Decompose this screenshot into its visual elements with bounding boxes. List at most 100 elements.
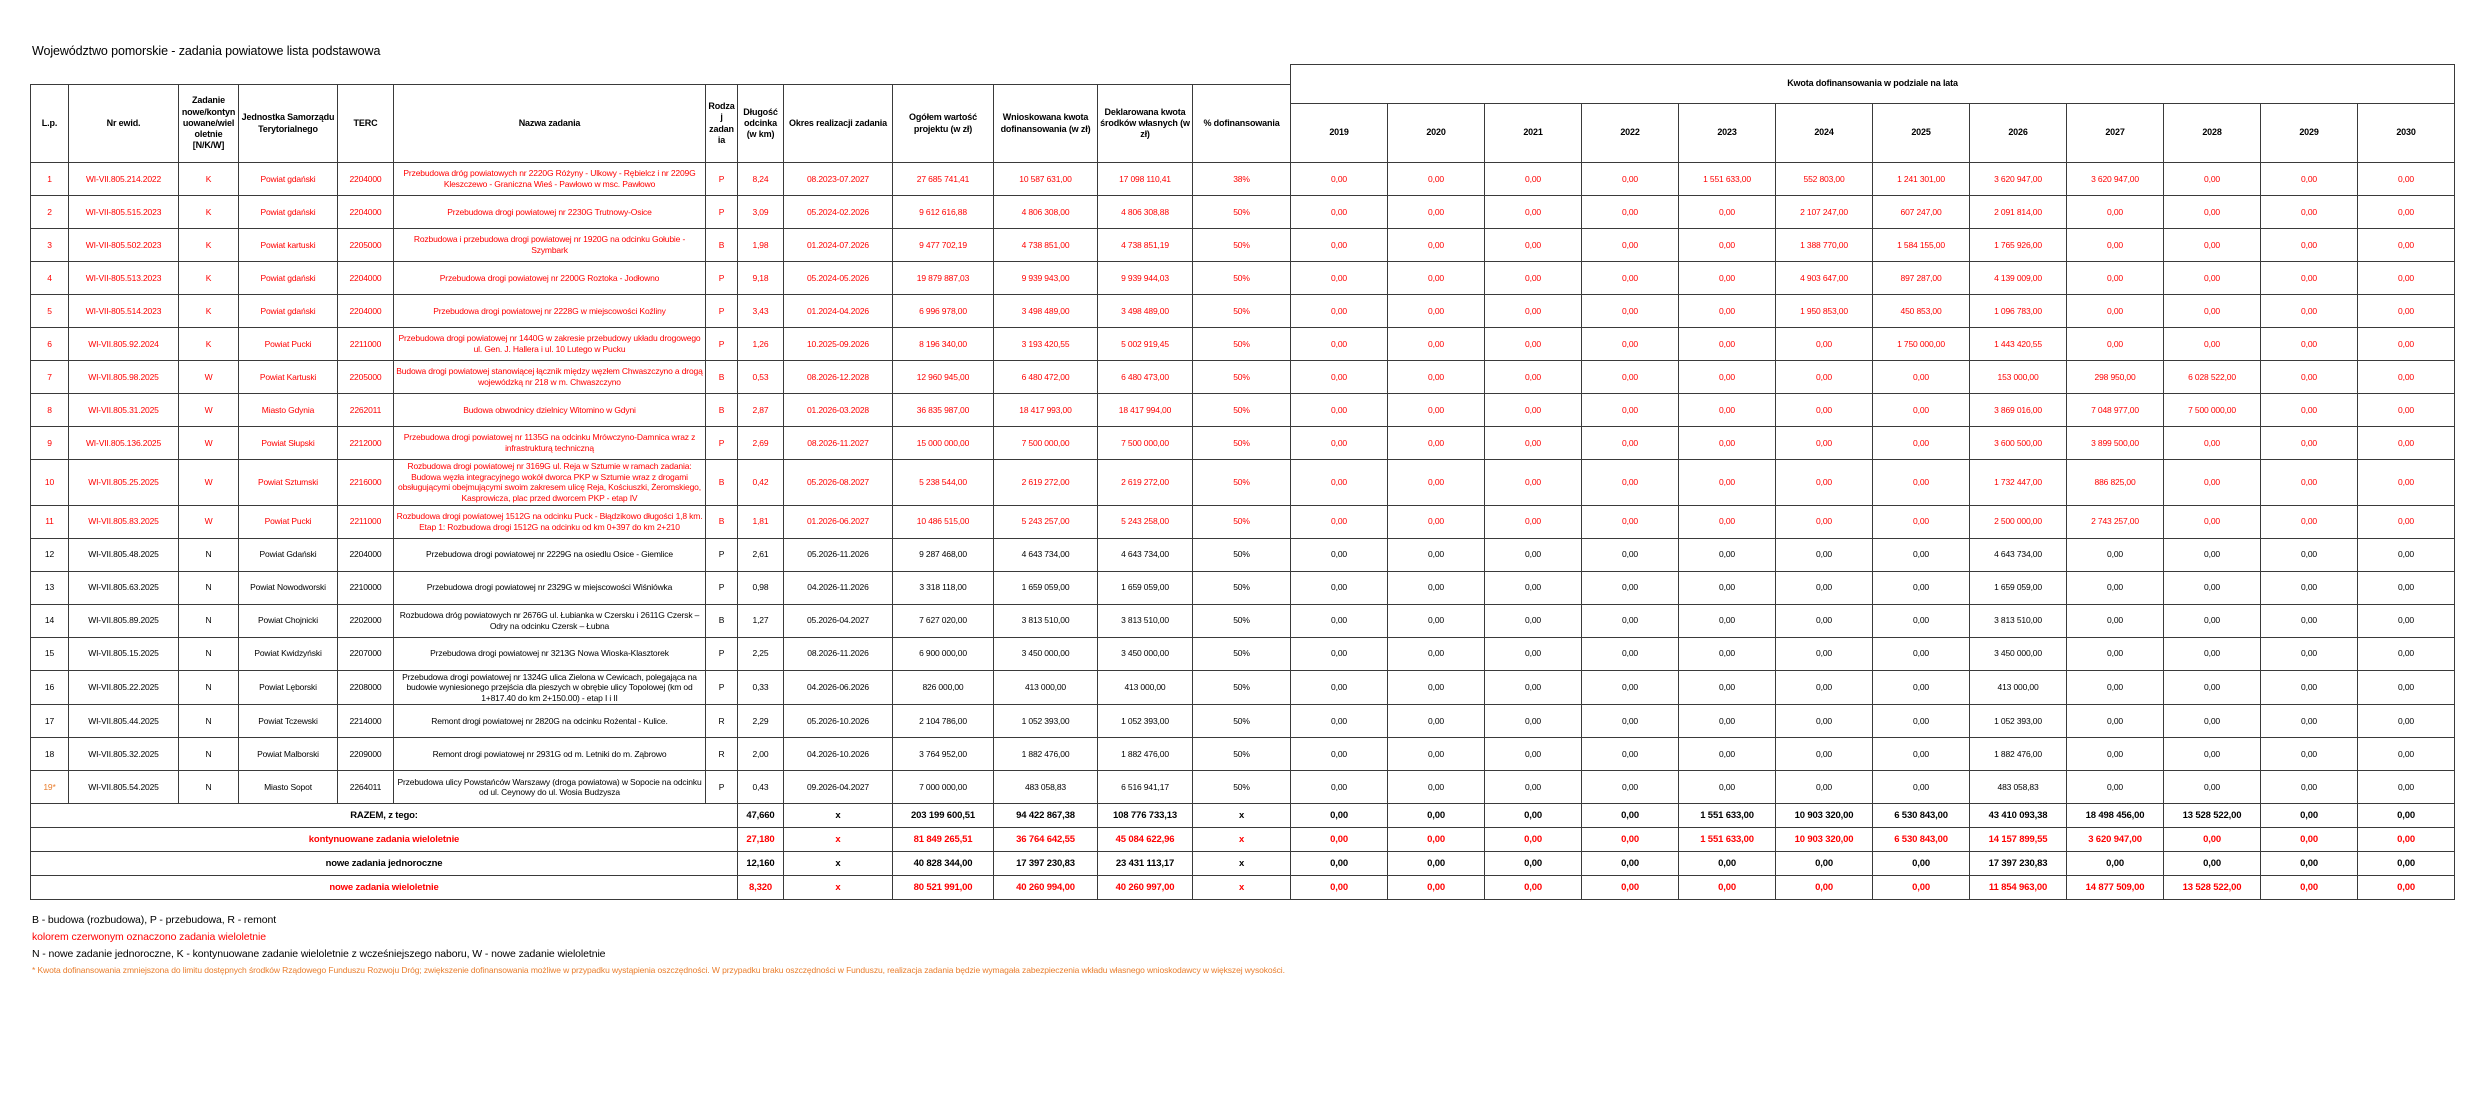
cell-nr-ewid: WI-VII.805.44.2025 [68,704,179,739]
summary-deklarowana: 45 084 622,96 [1097,827,1193,853]
summary-year-value: 17 397 230,83 [1969,851,2068,877]
cell-jst: Powiat Słupski [238,426,338,460]
cell-year-value: 0,00 [2066,704,2165,739]
cell-rodzaj-zadania: P [705,327,738,361]
cell-year-value: 0,00 [2163,426,2262,460]
cell-deklarowana: 1 882 476,00 [1097,737,1193,772]
cell-nazwa-zadania: Rozbudowa dróg powiatowych nr 2676G ul. … [393,603,706,638]
cell-year-value: 0,00 [2163,195,2262,229]
cell-year-value: 0,00 [1290,770,1389,805]
cell-ogolem: 6 900 000,00 [892,636,994,671]
cell-year-value: 0,00 [2260,162,2359,196]
cell-year-value: 0,00 [1678,459,1777,506]
cell-year-value: 0,00 [1484,228,1583,262]
cell-ogolem: 27 685 741,41 [892,162,994,196]
cell-year-value: 0,00 [1775,360,1874,394]
cell-okres: 08.2026-11.2026 [783,636,893,671]
cell-year-value: 0,00 [1678,294,1777,328]
cell-nr-ewid: WI-VII-805.513.2023 [68,261,179,295]
cell-year-value: 0,00 [1775,704,1874,739]
cell-wnioskowana: 2 619 272,00 [993,459,1098,506]
summary-year-value: 0,00 [1290,827,1389,853]
cell-terc: 2211000 [337,504,394,539]
header-year: 2028 [2163,103,2262,163]
cell-ogolem: 9 612 616,88 [892,195,994,229]
cell-nazwa-zadania: Remont drogi powiatowej nr 2820G na odci… [393,704,706,739]
cell-ogolem: 8 196 340,00 [892,327,994,361]
cell-nazwa-zadania: Przebudowa drogi powiatowej nr 1135G na … [393,426,706,460]
summary-year-value: 0,00 [2260,875,2359,901]
cell-zadanie-nkw: W [178,426,239,460]
cell-rodzaj-zadania: B [705,459,738,506]
cell-year-value: 0,00 [1484,162,1583,196]
footnotes: B - budowa (rozbudowa), P - przebudowa, … [32,914,2481,975]
cell-year-value: 0,00 [1775,570,1874,605]
cell-procent: 50% [1191,327,1292,361]
cell-year-value: 1 950 853,00 [1775,294,1874,328]
cell-year-value: 0,00 [2163,704,2262,739]
cell-year-value: 0,00 [1678,360,1777,394]
summary-year-value: 14 157 899,55 [1969,827,2068,853]
cell-nr-ewid: WI-VII.805.48.2025 [68,537,179,572]
header-nazwa-zadania: Nazwa zadania [393,84,706,163]
cell-year-value: 3 899 500,00 [2066,426,2165,460]
cell-year-value: 4 903 647,00 [1775,261,1874,295]
cell-nazwa-zadania: Przebudowa dróg powiatowych nr 2220G Róż… [393,162,706,196]
cell-deklarowana: 2 619 272,00 [1097,459,1193,506]
cell-year-value: 0,00 [1387,636,1486,671]
cell-zadanie-nkw: N [178,570,239,605]
cell-deklarowana: 1 659 059,00 [1097,570,1193,605]
cell-ogolem: 9 477 702,19 [892,228,994,262]
cell-year-value: 0,00 [1387,603,1486,638]
cell-year-value: 0,00 [1678,228,1777,262]
cell-ogolem: 6 996 978,00 [892,294,994,328]
cell-year-value: 7 500 000,00 [2163,393,2262,427]
cell-year-value: 0,00 [2066,570,2165,605]
header-year: 2029 [2260,103,2359,163]
cell-wnioskowana: 4 643 734,00 [993,537,1098,572]
cell-year-value: 0,00 [1872,360,1971,394]
cell-year-value: 0,00 [1387,737,1486,772]
cell-nazwa-zadania: Przebudowa drogi powiatowej nr 2229G na … [393,537,706,572]
cell-terc: 2205000 [337,228,394,262]
cell-deklarowana: 1 052 393,00 [1097,704,1193,739]
cell-year-value: 0,00 [1581,537,1680,572]
cell-nazwa-zadania: Przebudowa drogi powiatowej nr 2200G Roz… [393,261,706,295]
cell-year-value: 0,00 [2260,603,2359,638]
cell-year-value: 0,00 [1678,327,1777,361]
cell-year-value: 0,00 [1581,570,1680,605]
cell-year-value: 0,00 [1678,426,1777,460]
cell-year-value: 0,00 [1678,537,1777,572]
cell-procent: 38% [1191,162,1292,196]
cell-dlugosc: 1,81 [737,504,784,539]
header-year: 2023 [1678,103,1777,163]
header-year: 2022 [1581,103,1680,163]
cell-year-value: 1 732 447,00 [1969,459,2068,506]
cell-nr-ewid: WI-VII.805.32.2025 [68,737,179,772]
cell-year-value: 0,00 [1581,228,1680,262]
cell-terc: 2207000 [337,636,394,671]
cell-year-value: 0,00 [1872,737,1971,772]
cell-year-value: 0,00 [1484,261,1583,295]
cell-lp: 5 [30,294,69,328]
table-row: 16 WI-VII.805.22.2025 N Powiat Lęborski 2208… [30,669,2456,706]
table-row: 8 WI-VII.805.31.2025 W Miasto Gdynia 2262011… [30,393,2456,427]
cell-rodzaj-zadania: P [705,195,738,229]
cell-year-value: 4 139 009,00 [1969,261,2068,295]
cell-year-value: 0,00 [1775,636,1874,671]
cell-year-value: 1 052 393,00 [1969,704,2068,739]
cell-deklarowana: 7 500 000,00 [1097,426,1193,460]
summary-row: kontynuowane zadania wieloletnie 27,180 x 8… [30,827,2456,853]
cell-dlugosc: 0,98 [737,570,784,605]
cell-wnioskowana: 3 450 000,00 [993,636,1098,671]
cell-wnioskowana: 7 500 000,00 [993,426,1098,460]
cell-nr-ewid: WI-VII.805.15.2025 [68,636,179,671]
cell-ogolem: 2 104 786,00 [892,704,994,739]
cell-year-value: 0,00 [2357,162,2456,196]
cell-zadanie-nkw: K [178,162,239,196]
cell-year-value: 0,00 [2260,537,2359,572]
cell-year-value: 0,00 [2163,570,2262,605]
cell-year-value: 0,00 [1581,603,1680,638]
cell-year-value: 7 048 977,00 [2066,393,2165,427]
cell-wnioskowana: 6 480 472,00 [993,360,1098,394]
